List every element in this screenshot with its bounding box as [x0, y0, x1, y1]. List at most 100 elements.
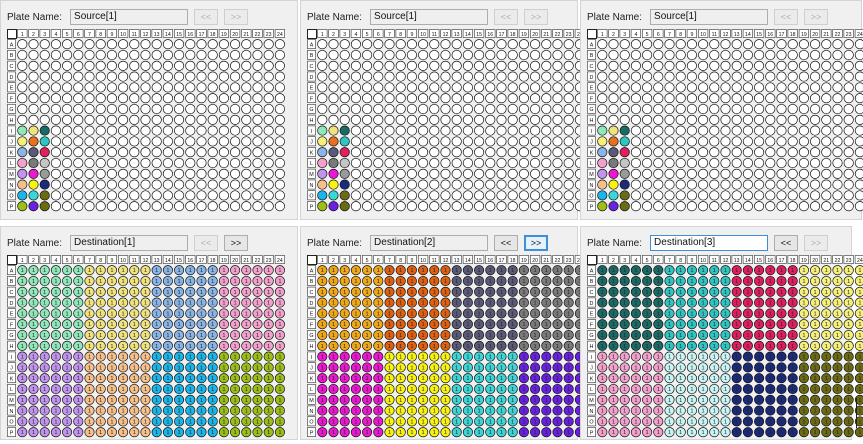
column-header-cell[interactable]: [641, 29, 653, 38]
plate-well[interactable]: [765, 114, 776, 125]
plate-well[interactable]: [84, 319, 95, 330]
plate-well[interactable]: [429, 329, 440, 341]
plate-well[interactable]: [395, 93, 406, 104]
plate-well[interactable]: [95, 82, 106, 93]
row-header-cell[interactable]: [307, 157, 316, 168]
plate-well[interactable]: [328, 93, 339, 104]
plate-well[interactable]: [619, 329, 630, 341]
plate-well[interactable]: [798, 157, 809, 169]
plate-well[interactable]: [174, 427, 185, 438]
plate-well[interactable]: [162, 394, 173, 405]
plate-well[interactable]: [50, 329, 61, 341]
plate-well[interactable]: [106, 351, 117, 362]
plate-well[interactable]: [395, 329, 406, 341]
row-header-cell[interactable]: [307, 147, 316, 157]
plate-well[interactable]: [429, 340, 440, 351]
plate-well[interactable]: [162, 147, 173, 158]
plate-well[interactable]: [731, 147, 742, 158]
plate-well[interactable]: [597, 147, 608, 158]
plate-well[interactable]: [630, 114, 641, 125]
plate-well[interactable]: [106, 93, 117, 104]
plate-well[interactable]: [174, 416, 185, 427]
plate-well[interactable]: [709, 383, 720, 395]
plate-well[interactable]: [563, 136, 574, 147]
plate-well[interactable]: [451, 340, 462, 351]
plate-well[interactable]: [787, 201, 798, 212]
plate-well[interactable]: [362, 297, 373, 308]
column-header-cell[interactable]: [95, 255, 106, 264]
plate-well[interactable]: [384, 297, 395, 308]
plate-well[interactable]: [552, 351, 563, 362]
plate-well[interactable]: [686, 190, 697, 201]
plate-well[interactable]: [429, 179, 440, 190]
plate-well[interactable]: [317, 103, 328, 115]
plate-well[interactable]: [373, 297, 384, 308]
plate-well[interactable]: [821, 136, 832, 147]
column-header-cell[interactable]: [552, 255, 563, 264]
plate-well[interactable]: [339, 201, 350, 212]
plate-well[interactable]: [440, 265, 451, 276]
plate-well[interactable]: [664, 319, 675, 330]
plate-well[interactable]: [263, 308, 274, 319]
plate-well[interactable]: [440, 405, 451, 416]
plate-well[interactable]: [263, 103, 274, 115]
plate-well[interactable]: [765, 319, 776, 330]
plate-well[interactable]: [630, 275, 641, 287]
plate-well[interactable]: [395, 39, 406, 50]
plate-well[interactable]: [185, 147, 196, 158]
plate-well[interactable]: [406, 125, 417, 136]
plate-well[interactable]: [252, 60, 263, 71]
column-header-cell[interactable]: [39, 29, 50, 38]
plate-well[interactable]: [317, 416, 328, 427]
plate-well[interactable]: [496, 168, 507, 179]
plate-well[interactable]: [821, 383, 832, 395]
column-header-cell[interactable]: [630, 29, 641, 38]
plate-well[interactable]: [129, 136, 140, 147]
plate-well[interactable]: [207, 405, 218, 416]
plate-well[interactable]: [317, 168, 328, 179]
plate-well[interactable]: [384, 394, 395, 405]
column-header-cell[interactable]: [207, 255, 218, 264]
plate-well[interactable]: [765, 416, 776, 427]
plate-well[interactable]: [619, 157, 630, 169]
plate-well[interactable]: [765, 82, 776, 93]
plate-well[interactable]: [263, 39, 274, 50]
plate-well[interactable]: [518, 168, 529, 179]
plate-well[interactable]: [821, 275, 832, 287]
plate-well[interactable]: [597, 340, 608, 351]
plate-well[interactable]: [140, 394, 151, 405]
plate-well[interactable]: [241, 179, 252, 190]
plate-well[interactable]: [653, 427, 664, 438]
plate-well[interactable]: [339, 71, 350, 82]
plate-well[interactable]: [317, 114, 328, 125]
plate-well[interactable]: [451, 362, 462, 373]
plate-well[interactable]: [843, 157, 854, 169]
plate-well[interactable]: [720, 93, 731, 104]
plate-well[interactable]: [350, 82, 361, 93]
plate-well[interactable]: [754, 125, 765, 136]
plate-well[interactable]: [675, 39, 686, 50]
plate-well[interactable]: [530, 351, 541, 362]
plate-well[interactable]: [196, 362, 207, 373]
plate-well[interactable]: [317, 136, 328, 147]
plate-well[interactable]: [73, 340, 84, 351]
plate-well[interactable]: [362, 168, 373, 179]
plate-well[interactable]: [485, 329, 496, 341]
column-header-cell[interactable]: [361, 29, 373, 38]
plate-well[interactable]: [95, 93, 106, 104]
plate-well[interactable]: [429, 201, 440, 212]
plate-well[interactable]: [362, 201, 373, 212]
plate-well[interactable]: [50, 297, 61, 308]
plate-well[interactable]: [754, 362, 765, 373]
plate-well[interactable]: [230, 93, 241, 104]
plate-well[interactable]: [462, 394, 473, 405]
plate-well[interactable]: [162, 427, 173, 438]
plate-well[interactable]: [384, 286, 395, 297]
plate-well[interactable]: [698, 319, 709, 330]
plate-well[interactable]: [263, 60, 274, 71]
plate-well[interactable]: [675, 319, 686, 330]
plate-well[interactable]: [429, 362, 440, 373]
plate-well[interactable]: [462, 71, 473, 82]
plate-well[interactable]: [162, 114, 173, 125]
plate-well[interactable]: [854, 103, 863, 115]
